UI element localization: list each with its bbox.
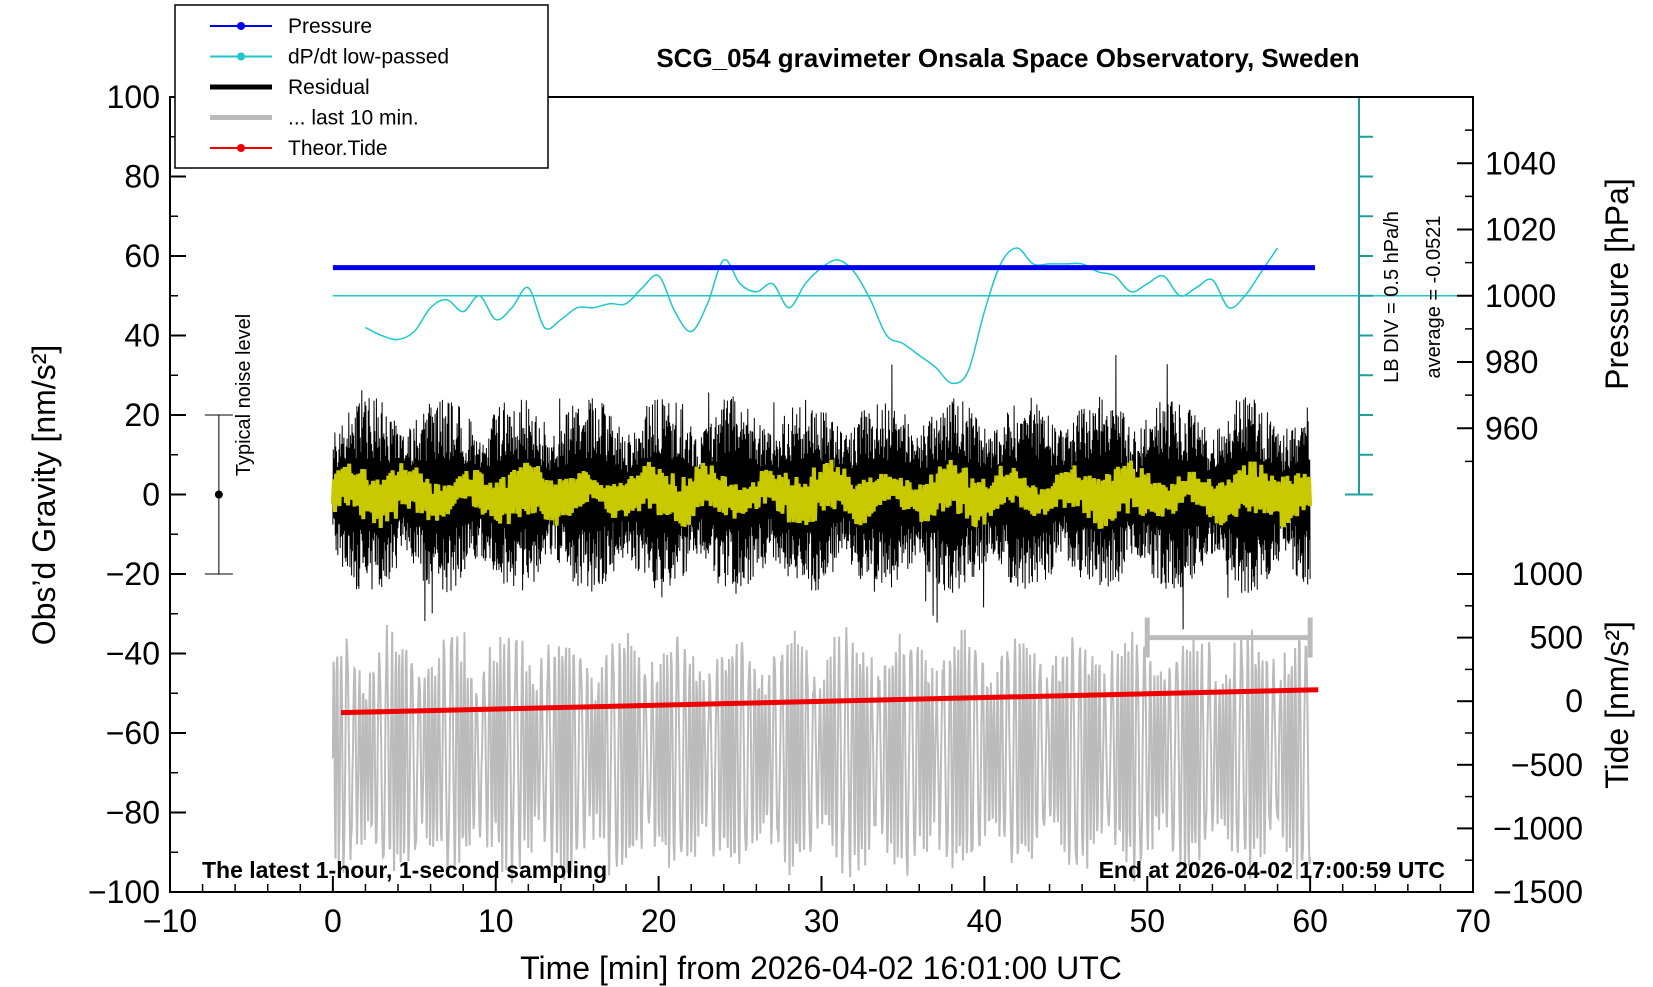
y-tick-label: 20 <box>124 397 160 433</box>
axes-layer: −10 0 10 20 30 40 50 60 70−100−80−60−40−20020406… <box>88 79 1583 939</box>
x-tick-label: 0 <box>324 903 342 939</box>
legend: Pressure dP/dt low-passed Residual ... last… <box>174 4 549 169</box>
x-tick-label: 50 <box>1129 903 1165 939</box>
residual-lowpass-series <box>330 459 1313 529</box>
pressure-tick-label: 960 <box>1485 410 1538 446</box>
y-tick-label: −100 <box>88 874 160 910</box>
y-tick-label: 80 <box>124 159 160 195</box>
y-tick-label: 40 <box>124 318 160 354</box>
noise-level-label: Typical noise level <box>233 314 255 476</box>
y-tick-label: 100 <box>107 79 160 115</box>
legend-label: ... last 10 min. <box>288 107 419 130</box>
noise-bar-center-dot <box>214 490 223 499</box>
tide-tick-label: −500 <box>1511 747 1583 783</box>
legend-swatch-dot <box>237 144 245 152</box>
legend-label: Pressure <box>288 15 372 38</box>
x-tick-label: 10 <box>478 903 514 939</box>
pressure-tick-label: 1000 <box>1485 278 1556 314</box>
tide-tick-label: −1000 <box>1493 810 1583 846</box>
legend-label: Residual <box>288 76 370 99</box>
plot-frame <box>169 96 1474 893</box>
y-tick-label: 0 <box>142 477 160 513</box>
data-layer <box>204 96 1473 883</box>
y-axis-label-tide: Tide [nm/s²] <box>1599 621 1635 789</box>
scale-bar-label-2: average = -0.0521 <box>1423 216 1445 379</box>
legend-label: Theor.Tide <box>288 137 388 160</box>
theoretical-tide-series <box>340 687 1319 716</box>
y-axis-label-gravity: Obs’d Gravity [nm/s²] <box>26 345 62 646</box>
y-axis-label-pressure: Pressure [hPa] <box>1599 178 1635 390</box>
scale-bar-label-1: LB DIV = 0.5 hPa/h <box>1381 211 1403 383</box>
tide-tick-label: 1000 <box>1512 556 1583 592</box>
legend-swatch-dot <box>237 22 245 30</box>
y-tick-label: −80 <box>106 795 160 831</box>
y-tick-label: 60 <box>124 238 160 274</box>
y-tick-label: −20 <box>106 556 160 592</box>
y-tick-label: −40 <box>106 636 160 672</box>
y-tick-label: −60 <box>106 715 160 751</box>
legend-swatch-dot <box>237 52 245 61</box>
pressure-tick-label: 1020 <box>1485 212 1556 248</box>
pressure-tick-label: 1040 <box>1485 145 1556 181</box>
tide-tick-label: −1500 <box>1493 874 1583 910</box>
x-tick-label: 70 <box>1455 903 1491 939</box>
x-tick-label: 20 <box>641 903 677 939</box>
chart-title: SCG_054 gravimeter Onsala Space Observat… <box>656 43 1359 73</box>
x-tick-label: 60 <box>1292 903 1328 939</box>
x-tick-label: 30 <box>804 903 840 939</box>
annotation-bottom-right: End at 2026-04-02 17:00:59 UTC <box>1099 857 1445 883</box>
raw-gravity-series <box>331 624 1312 883</box>
residual-series <box>332 354 1311 630</box>
tide-tick-label: 0 <box>1565 683 1583 719</box>
tide-tick-label: 500 <box>1530 620 1583 656</box>
legend-label: dP/dt low-passed <box>288 46 449 69</box>
x-tick-label: −10 <box>143 903 197 939</box>
pressure-tick-label: 980 <box>1485 344 1538 380</box>
x-axis-label: Time [min] from 2026-04-02 16:01:00 UTC <box>520 950 1122 986</box>
annotation-bottom-left: The latest 1-hour, 1-second sampling <box>202 857 607 883</box>
x-tick-label: 40 <box>967 903 1003 939</box>
